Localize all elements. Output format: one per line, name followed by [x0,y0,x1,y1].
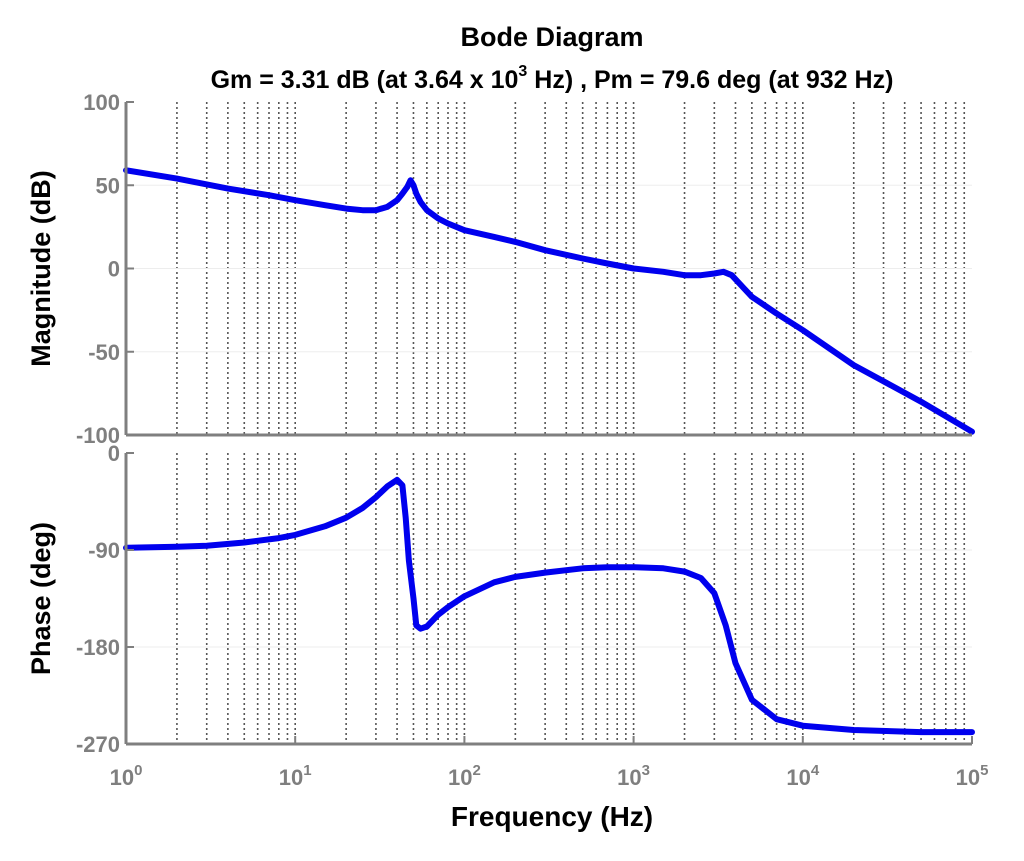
magnitude-y-axis-label: Magnitude (dB) [26,170,56,366]
x-tick-label: 104 [786,762,819,790]
phase-y-axis-label: Phase (deg) [26,522,56,675]
x-tick-exponent: 5 [980,762,988,779]
magnitude-y-tick-label: 50 [96,173,120,198]
magnitude-y-tick-label: -100 [76,423,120,448]
x-tick-base: 10 [110,765,134,790]
phase-y-tick-label: -270 [76,732,120,757]
subtitle-rest: Hz) , Pm = 79.6 deg (at 932 Hz) [527,66,893,94]
x-tick-label: 102 [448,762,481,790]
x-tick-exponent: 1 [303,762,311,779]
chart-subtitle: Gm = 3.31 dB (at 3.64 x 103 Hz) , Pm = 7… [211,63,894,94]
magnitude-y-tick-label: 0 [108,257,120,282]
x-tick-label: 103 [617,762,650,790]
magnitude-y-tick-label: -50 [88,340,120,365]
x-tick-exponent: 2 [472,762,480,779]
subtitle-exponent: 3 [518,63,527,80]
x-tick-base: 10 [448,765,472,790]
magnitude-y-tick-label: 100 [83,90,120,115]
x-axis-label: Frequency (Hz) [451,801,653,832]
phase-panel: 0 -90 -180 -270 Phase (deg) [26,441,975,757]
x-tick-exponent: 4 [811,762,820,779]
x-tick-label: 101 [279,762,312,790]
subtitle-main: Gm = 3.31 dB (at 3.64 x 10 [211,66,519,94]
chart-title: Bode Diagram [460,22,643,52]
x-tick-base: 10 [617,765,641,790]
x-tick-base: 10 [786,765,810,790]
phase-y-tick-label: -180 [76,635,120,660]
magnitude-panel: 100 50 0 -50 -100 Magnitude (dB) [26,90,975,448]
x-tick-exponent: 0 [134,762,142,779]
x-tick-exponent: 3 [642,762,650,779]
x-tick-labels: 100 101 102 103 104 105 [110,736,989,790]
x-tick-base: 10 [279,765,303,790]
magnitude-trace [123,167,975,435]
phase-y-tick-label: -90 [88,538,120,563]
phase-y-tick-label: 0 [108,441,120,466]
x-tick-base: 10 [956,765,980,790]
phase-trace [123,476,975,736]
x-tick-label: 105 [956,762,989,790]
x-tick-label: 100 [110,762,143,790]
